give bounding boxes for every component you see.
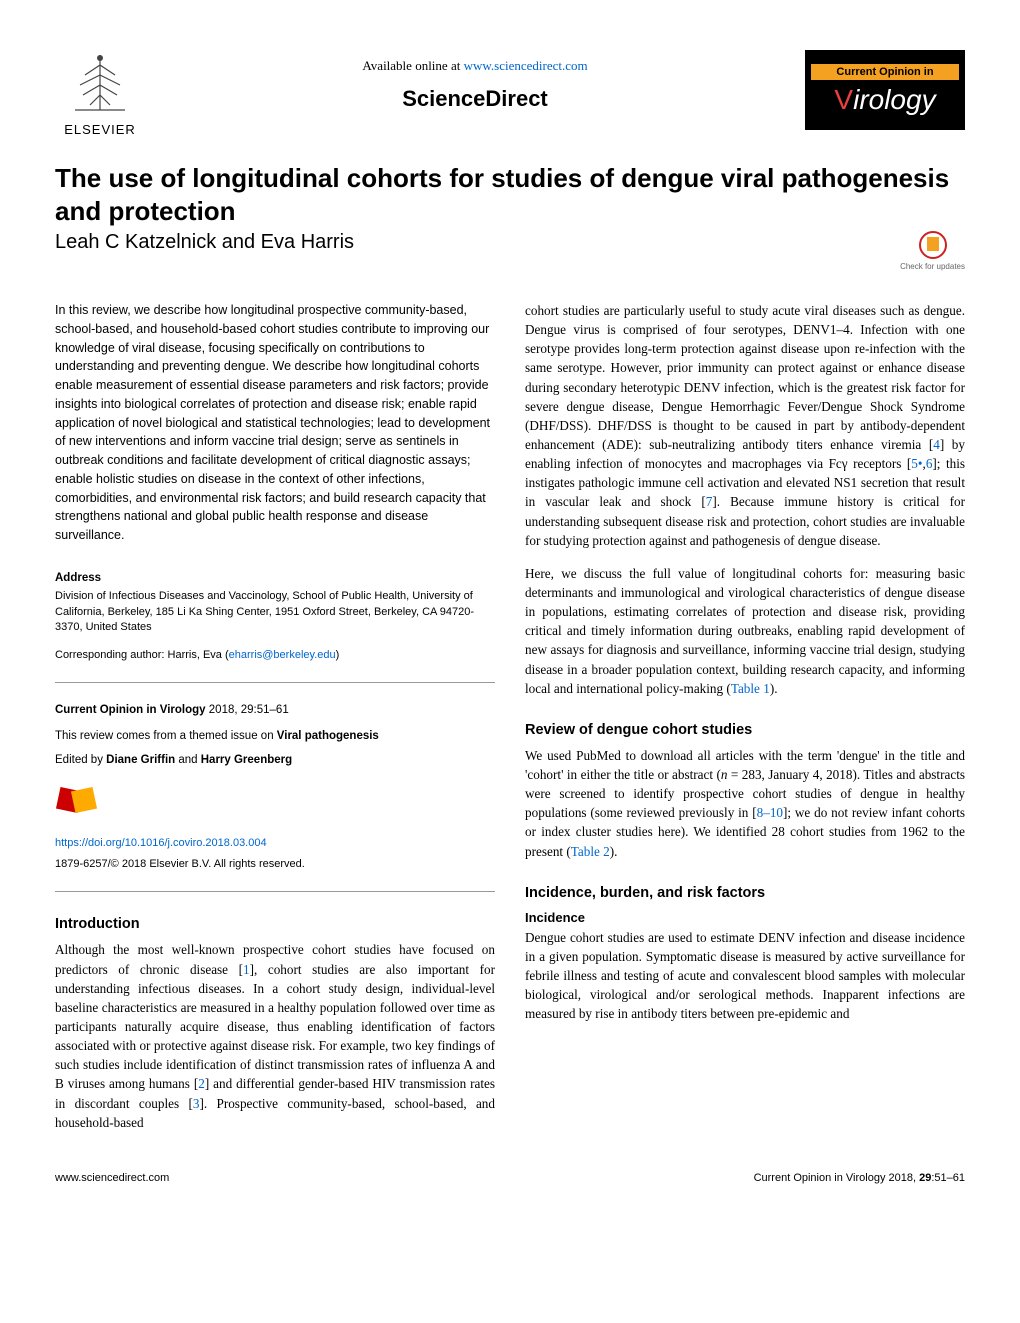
introduction-heading: Introduction [55,914,495,935]
authors: Leah C Katzelnick and Eva Harris [55,231,354,254]
ref-link[interactable]: 1 [243,962,250,977]
badge-title: Virology [834,84,935,116]
review-heading: Review of dengue cohort studies [525,720,965,741]
ref-link[interactable]: 4 [933,437,940,452]
incidence-heading: Incidence, burden, and risk factors [525,883,965,904]
introduction-paragraph: Although the most well-known prospective… [55,940,495,1131]
check-for-updates[interactable]: Check for updates [900,231,965,271]
elsevier-text: ELSEVIER [64,122,136,137]
journal-badge: Current Opinion in Virology [805,50,965,130]
page-header: ELSEVIER Available online at www.science… [55,50,965,137]
body-paragraph: Here, we discuss the full value of longi… [525,564,965,698]
corresponding-author: Corresponding author: Harris, Eva (eharr… [55,648,495,664]
incidence-subheading: Incidence [525,909,965,928]
table-link[interactable]: Table 1 [731,681,770,696]
ref-link[interactable]: 8–10 [757,805,783,820]
body-paragraph: We used PubMed to download all articles … [525,746,965,861]
doi-link[interactable]: https://doi.org/10.1016/j.coviro.2018.03… [55,836,495,852]
crossmark-icon [919,231,947,259]
elsevier-tree-icon [65,50,135,120]
ref-link[interactable]: 3 [193,1096,200,1111]
copyright: 1879-6257/© 2018 Elsevier B.V. All right… [55,857,495,873]
divider [55,682,495,683]
ref-link[interactable]: 2 [198,1076,205,1091]
ref-link[interactable]: 5• [911,456,922,471]
journal-info: Current Opinion in Virology 2018, 29:51–… [55,701,495,770]
elsevier-logo: ELSEVIER [55,50,145,137]
sciencedirect-title: ScienceDirect [145,86,805,112]
address-text: Division of Infectious Diseases and Vacc… [55,589,495,635]
footer-left: www.sciencedirect.com [55,1172,169,1184]
available-online: Available online at www.sciencedirect.co… [145,58,805,74]
divider [55,891,495,892]
ref-link[interactable]: 7 [706,494,713,509]
two-column-layout: In this review, we describe how longitud… [55,301,965,1132]
ref-link[interactable]: 6 [926,456,933,471]
abstract: In this review, we describe how longitud… [55,301,495,545]
badge-top: Current Opinion in [811,64,959,80]
header-center: Available online at www.sciencedirect.co… [145,50,805,112]
body-paragraph: cohort studies are particularly useful t… [525,301,965,550]
address-label: Address [55,570,495,587]
right-column: cohort studies are particularly useful t… [525,301,965,1132]
page-footer: www.sciencedirect.com Current Opinion in… [55,1172,965,1184]
crossref-icon [55,785,115,815]
sciencedirect-url[interactable]: www.sciencedirect.com [464,58,588,73]
table-link[interactable]: Table 2 [571,844,610,859]
article-title: The use of longitudinal cohorts for stud… [55,162,965,227]
footer-right: Current Opinion in Virology 2018, 29:51–… [754,1172,965,1184]
left-column: In this review, we describe how longitud… [55,301,495,1132]
body-paragraph: Dengue cohort studies are used to estima… [525,928,965,1024]
email-link[interactable]: eharris@berkeley.edu [229,649,336,661]
